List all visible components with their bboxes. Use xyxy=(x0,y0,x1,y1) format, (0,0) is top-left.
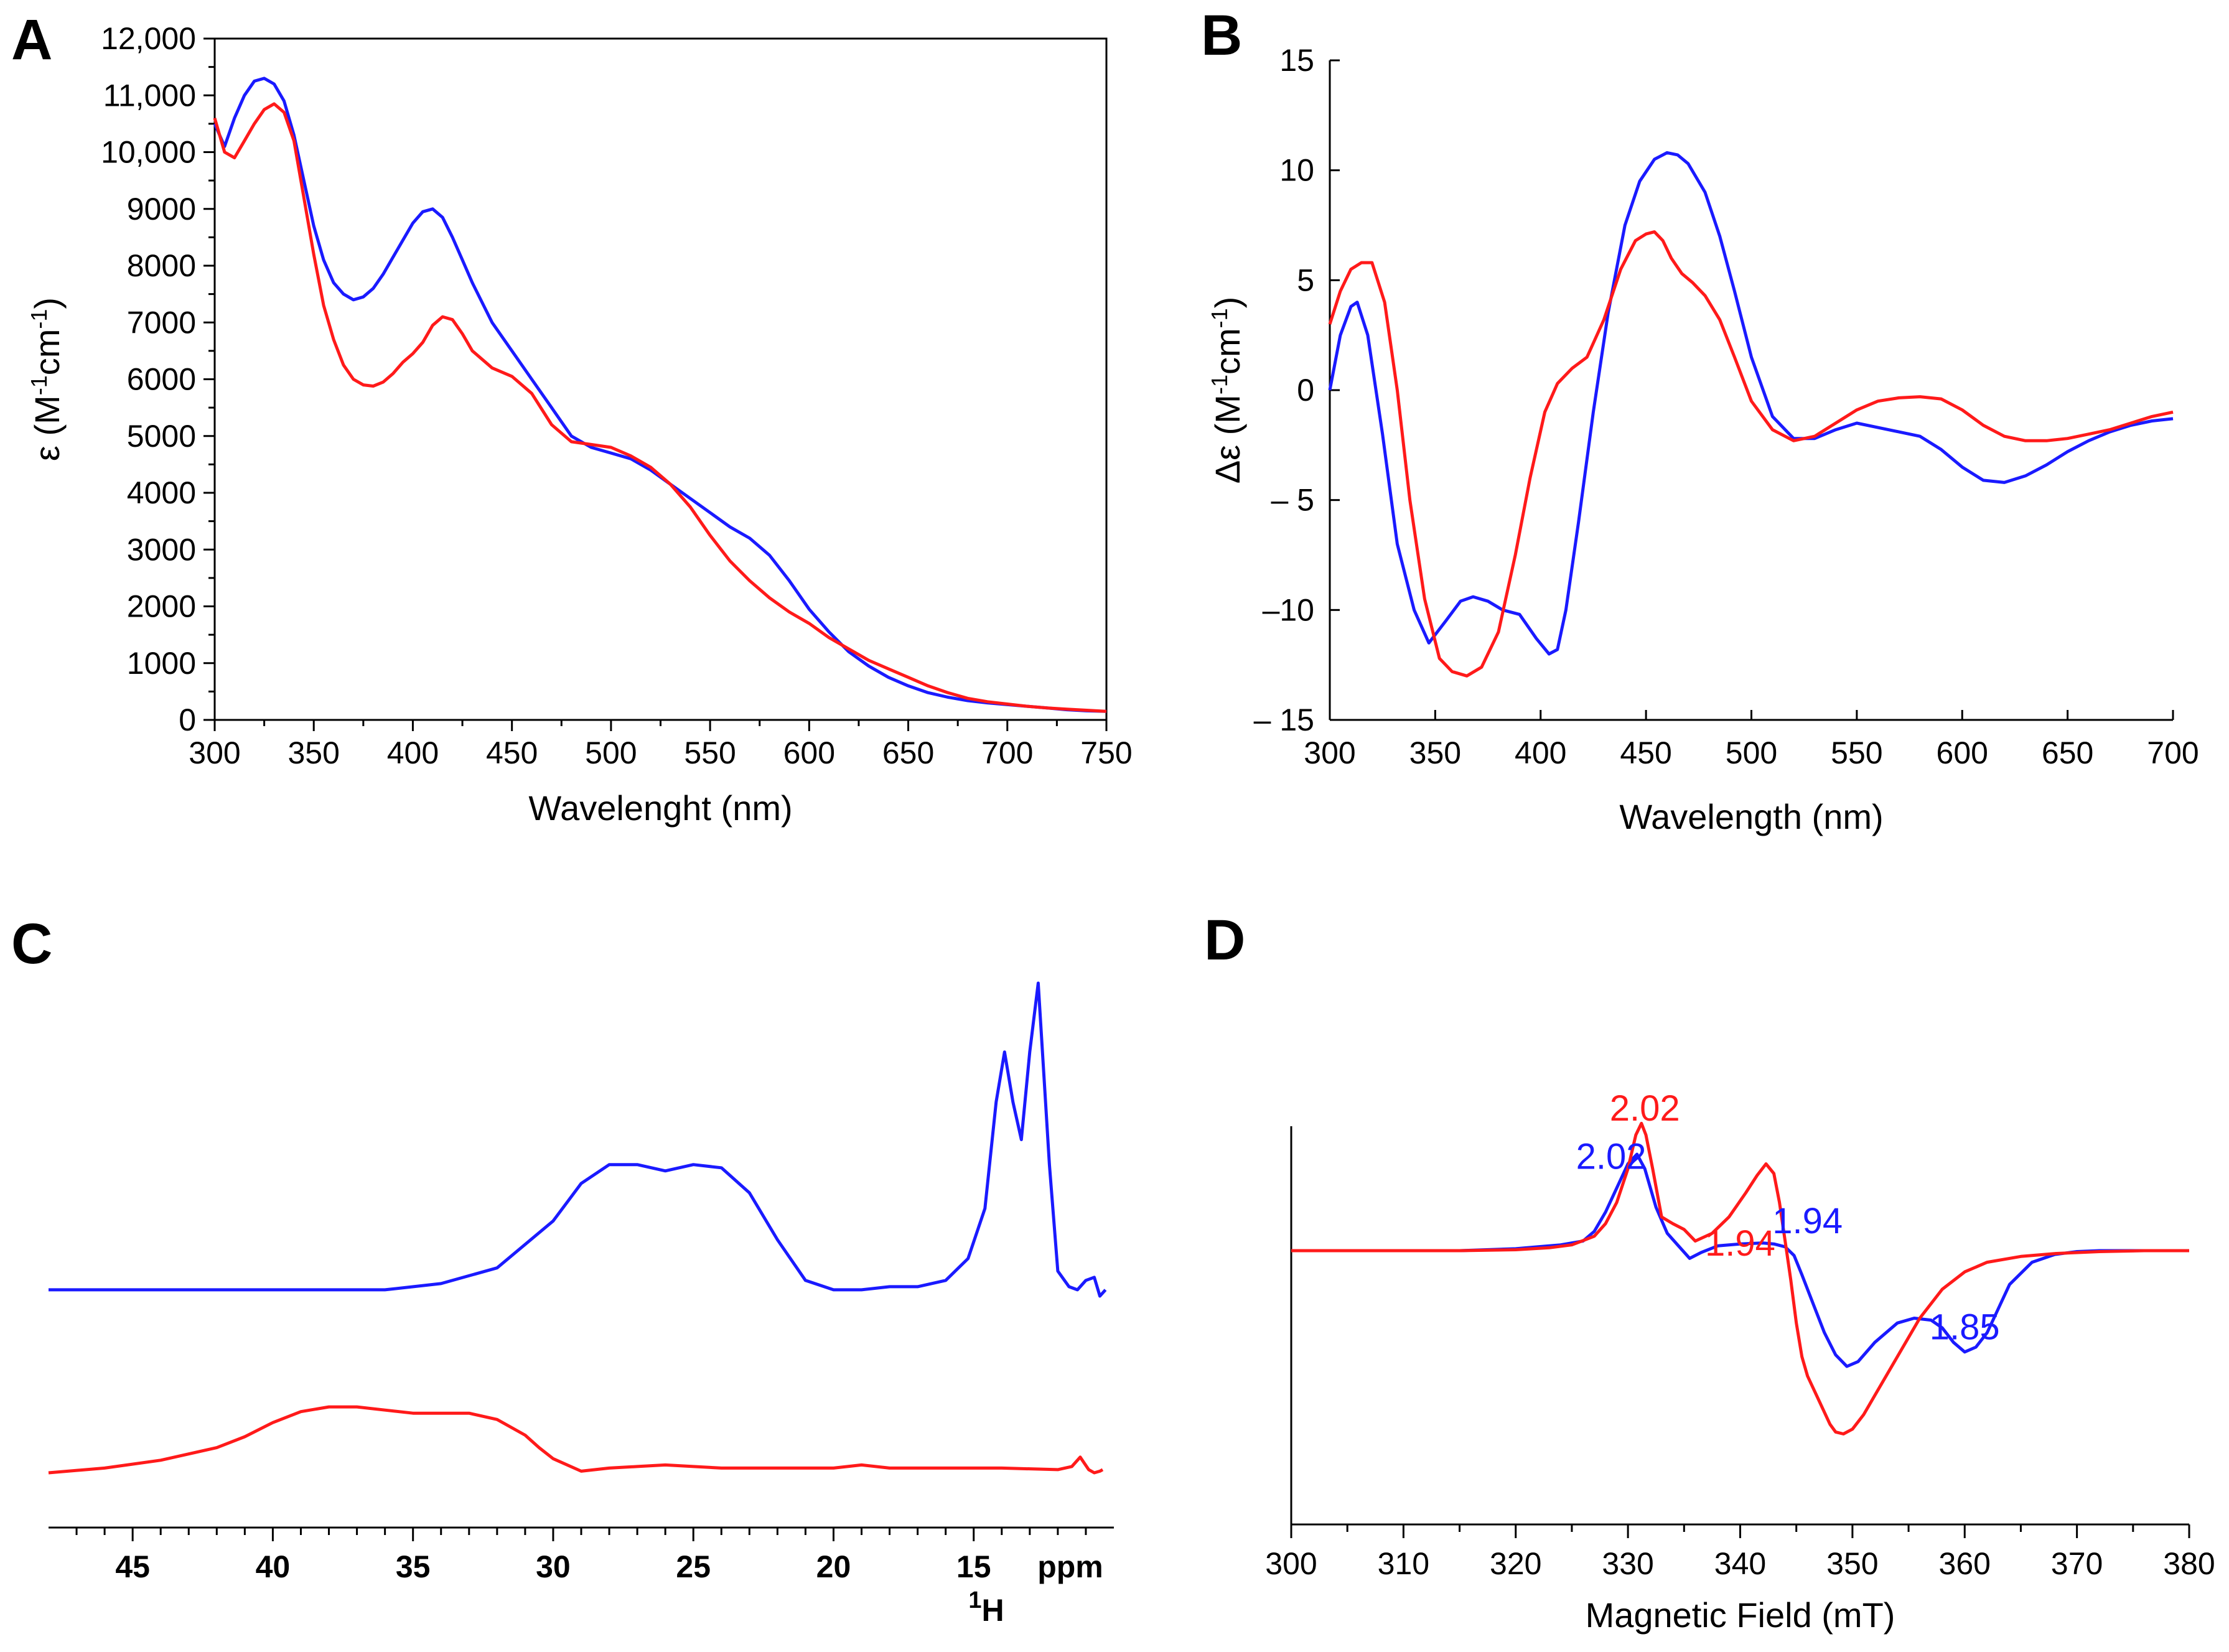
x-tick-label: 380 xyxy=(2163,1546,2215,1581)
chart-b-series-red xyxy=(1328,230,2174,678)
x-tick-label: 320 xyxy=(1490,1546,1541,1581)
g-value-label: 1.94 xyxy=(1705,1223,1775,1264)
y-tick-label: 7000 xyxy=(127,305,196,340)
x-tick-label: 15 xyxy=(956,1549,991,1584)
y-tick-label: 10,000 xyxy=(101,135,196,170)
x-tick-label: 650 xyxy=(2042,735,2093,770)
y-tick-label: 6000 xyxy=(127,362,196,397)
chart-b-series-blue xyxy=(1328,151,2174,656)
g-value-label: 1.94 xyxy=(1772,1201,1843,1241)
y-tick-label: 2000 xyxy=(127,589,196,624)
chart-a: 300 350 400 450 500 550 600 650 700 750 0 1000 2000 3… xyxy=(26,21,1133,828)
x-tick-label: 300 xyxy=(189,735,240,770)
panel-c-letter: C xyxy=(11,912,52,976)
panel-b-letter: B xyxy=(1201,4,1242,67)
x-tick-label: 450 xyxy=(486,735,538,770)
x-tick-label: 650 xyxy=(882,735,934,770)
y-tick-label: 3000 xyxy=(127,532,196,567)
y-tick-label: 0 xyxy=(179,702,196,737)
chart-c: 45 40 35 30 25 20 15 ppm 1H xyxy=(48,981,1114,1628)
x-tick-label: 370 xyxy=(2051,1546,2103,1581)
x-axis-label: Wavelenght (nm) xyxy=(528,788,792,828)
x-tick-label: 500 xyxy=(1726,735,1777,770)
x-tick-label: 700 xyxy=(2147,735,2199,770)
x-unit-label: ppm xyxy=(1037,1549,1103,1584)
x-tick-label: 40 xyxy=(256,1549,291,1584)
x-tick-label: 300 xyxy=(1265,1546,1317,1581)
y-tick-label: 12,000 xyxy=(101,21,196,56)
x-tick-label: 340 xyxy=(1714,1546,1766,1581)
x-tick-label: 450 xyxy=(1620,735,1671,770)
x-tick-label: 45 xyxy=(115,1549,150,1584)
x-tick-label: 360 xyxy=(1939,1546,1991,1581)
y-tick-label: 5 xyxy=(1297,263,1314,297)
x-tick-label: 400 xyxy=(1515,735,1566,770)
g-value-label: 2.02 xyxy=(1576,1136,1647,1177)
x-tick-label: 750 xyxy=(1080,735,1132,770)
x-tick-label: 310 xyxy=(1378,1546,1429,1581)
x-tick-label: 600 xyxy=(783,735,835,770)
y-tick-label: 9000 xyxy=(127,192,196,226)
x-tick-label: 35 xyxy=(396,1549,431,1584)
x-tick-label: 350 xyxy=(1409,735,1461,770)
x-tick-label: 25 xyxy=(676,1549,711,1584)
chart-c-series-red xyxy=(48,1405,1104,1475)
y-tick-label: –10 xyxy=(1263,592,1314,627)
chart-c-series-blue xyxy=(49,981,1107,1298)
g-value-label: 2.02 xyxy=(1610,1088,1680,1129)
x-axis-label: Wavelength (nm) xyxy=(1619,797,1883,836)
y-tick-label: 10 xyxy=(1279,153,1314,188)
x-tick-label: 350 xyxy=(1826,1546,1878,1581)
x-tick-label: 330 xyxy=(1602,1546,1653,1581)
x-tick-label: 20 xyxy=(816,1549,851,1584)
x-tick-label: 400 xyxy=(387,735,439,770)
y-tick-label: 8000 xyxy=(127,248,196,283)
y-tick-label: – 15 xyxy=(1254,702,1314,737)
x-tick-label: 550 xyxy=(684,735,736,770)
y-axis-label: ε (M-1cm-1) xyxy=(26,297,67,461)
y-tick-label: 0 xyxy=(1297,373,1314,408)
panel-a-letter: A xyxy=(11,8,52,72)
plot-frame xyxy=(213,37,1108,721)
y-tick-label: 5000 xyxy=(127,419,196,454)
x-tick-label: 300 xyxy=(1304,735,1355,770)
y-tick-label: – 5 xyxy=(1271,483,1314,518)
x-tick-label: 600 xyxy=(1937,735,1988,770)
x-tick-label: 700 xyxy=(981,735,1033,770)
x-tick-label: 500 xyxy=(585,735,637,770)
x-tick-label: 30 xyxy=(536,1549,571,1584)
chart-b: 300 350 400 450 500 550 600 650 700 – 15 –10 – 5 0 5 1… xyxy=(1207,43,2199,836)
g-value-label: 1.85 xyxy=(1930,1307,2000,1348)
y-tick-label: 11,000 xyxy=(103,78,196,113)
y-tick-label: 4000 xyxy=(127,475,196,510)
x-axis-label: Magnetic Field (mT) xyxy=(1586,1595,1895,1635)
chart-d-series-red xyxy=(1291,1121,2189,1435)
y-axis-label: Δε (M-1cm-1) xyxy=(1207,297,1248,484)
x-axis-label: 1H xyxy=(968,1587,1004,1628)
chart-d-series-blue xyxy=(1291,1152,2189,1368)
chart-a-series-red xyxy=(213,102,1107,713)
chart-d: 300 310 320 330 340 350 360 370 380 Magnetic Fiel… xyxy=(1265,1088,2215,1635)
panel-d-letter: D xyxy=(1204,908,1245,972)
x-tick-label: 550 xyxy=(1831,735,1882,770)
chart-a-series-blue xyxy=(213,77,1107,713)
x-tick-label: 350 xyxy=(288,735,340,770)
y-tick-label: 1000 xyxy=(127,646,196,681)
y-tick-label: 15 xyxy=(1279,43,1314,78)
